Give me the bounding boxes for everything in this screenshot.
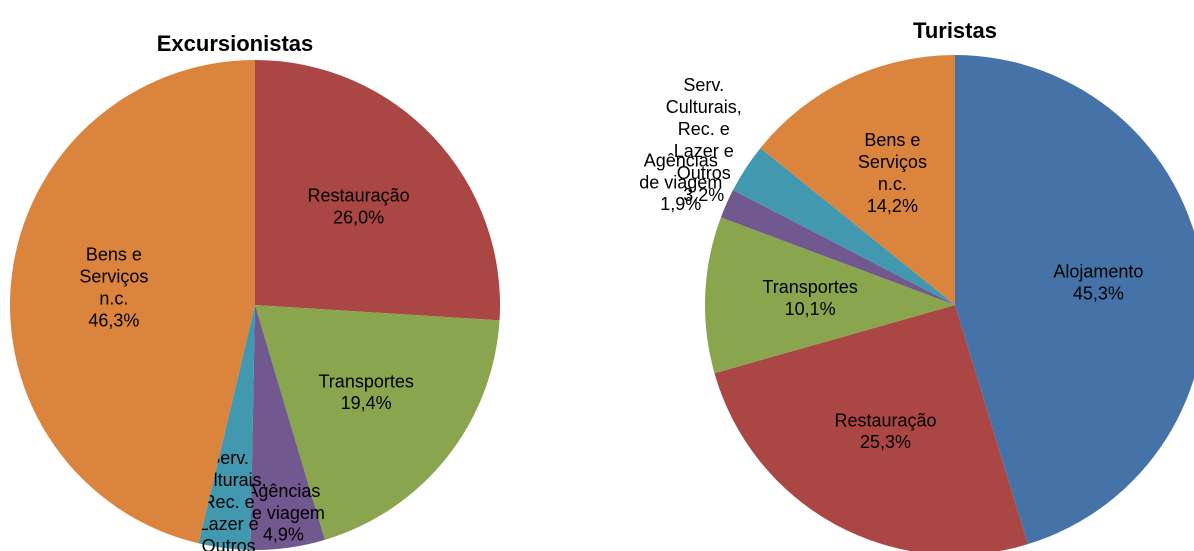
pie-slice [705, 217, 955, 374]
slice-label: Transportes [762, 277, 857, 297]
slice-label: Serv. Culturais, Rec. e Lazer e Outros [191, 448, 267, 551]
pie-slice [955, 55, 1194, 545]
pie-slice [255, 305, 500, 540]
pie-slice [714, 305, 1028, 551]
chart-title: Excursionistas [157, 31, 314, 56]
pie-slice [760, 55, 955, 305]
value-label: 25,3% [860, 432, 911, 452]
value-label: 3,2% [683, 185, 724, 205]
slice-label: Bens e Serviços n.c. [79, 244, 148, 308]
pie-slice [255, 60, 500, 321]
chart-title: Turistas [913, 18, 997, 43]
value-label: 4,9% [263, 525, 304, 545]
value-label: 26,0% [333, 207, 384, 227]
value-label: 1,9% [660, 194, 701, 214]
pie-slice [720, 190, 955, 305]
slice-label: Alojamento [1053, 261, 1143, 281]
pie-slice [10, 60, 255, 544]
slice-label: Restauração [308, 185, 410, 205]
slice-label: Serv. Culturais, Rec. e Lazer e Outros [666, 75, 742, 183]
slice-label: Bens e Serviços n.c. [858, 130, 927, 194]
slice-label: Restauração [835, 410, 937, 430]
slice-label: Agências de viagem [242, 481, 325, 523]
value-label: 14,2% [867, 196, 918, 216]
value-label: 19,4% [341, 393, 392, 413]
slice-label: Transportes [318, 371, 413, 391]
value-label: 45,3% [1073, 283, 1124, 303]
value-label: 46,3% [88, 310, 139, 330]
pie-slice [250, 305, 325, 550]
pie-slice [198, 305, 255, 550]
slice-label: Agências de viagem [639, 150, 722, 192]
pie-slice [732, 148, 955, 305]
value-label: 10,1% [785, 299, 836, 319]
